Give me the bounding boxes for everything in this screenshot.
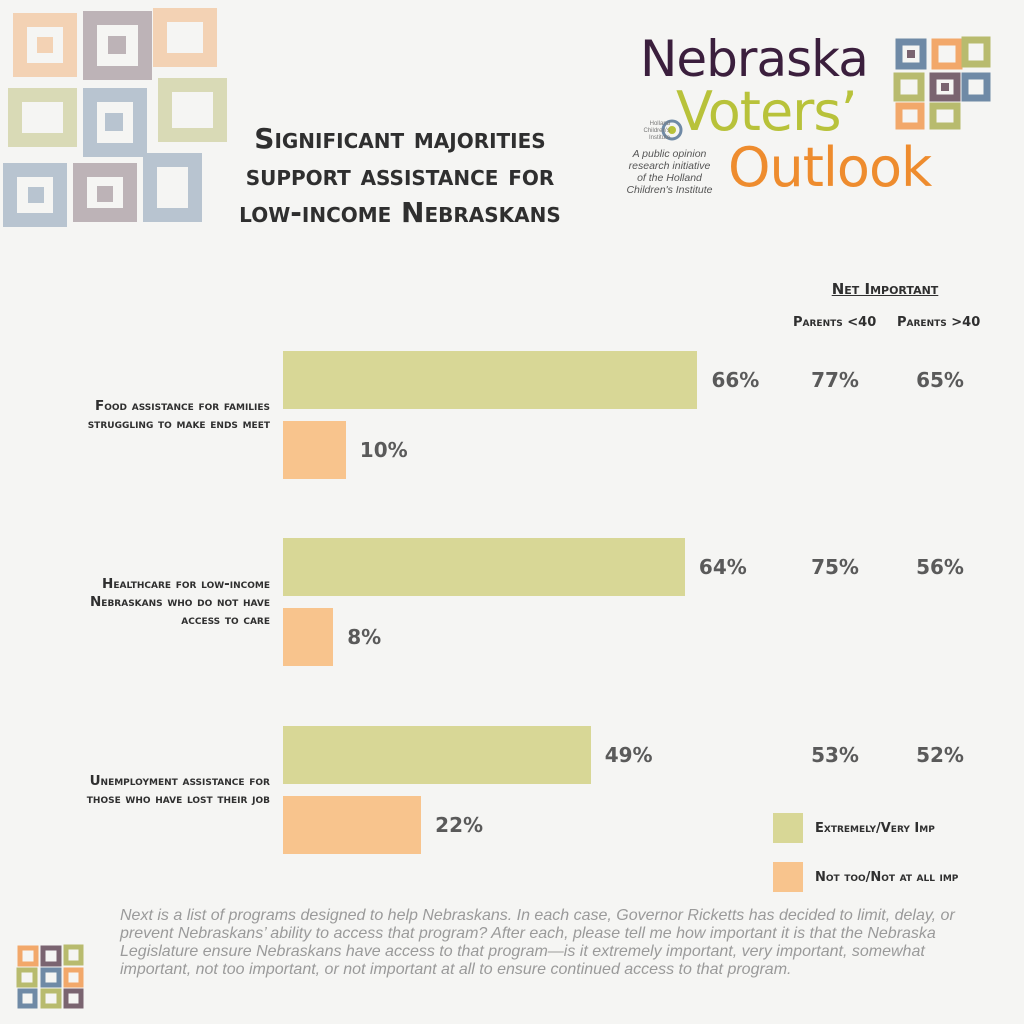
hci-line: Institute <box>648 135 670 141</box>
logo-tagline: A public opinion research initiative of … <box>612 148 727 196</box>
hci-line: Children's <box>643 128 671 134</box>
bar-important <box>283 538 685 596</box>
category-label-line: struggling to make ends meet <box>87 416 270 432</box>
category-label-line: Unemployment assistance for <box>89 773 270 789</box>
title-line: low-income Nebraskans <box>239 196 561 229</box>
legend-label-important: Extremely/Very Imp <box>815 821 935 836</box>
survey-question-footnote: Next is a list of programs designed to h… <box>120 907 955 978</box>
tagline-line: A public opinion <box>632 148 707 160</box>
logo-nebraska: Nebraska <box>640 30 869 88</box>
logo-pattern-icon <box>893 36 991 130</box>
data-label: 8% <box>347 625 382 649</box>
bar-not-important <box>283 608 334 666</box>
data-label: 49% <box>604 743 653 767</box>
bar-not-important <box>283 796 422 854</box>
bar-important <box>283 351 698 409</box>
category-label-line: Healthcare for low-income <box>102 576 270 592</box>
parents-over-40-header: Parents >40 <box>897 315 981 330</box>
net-important-parents-over-40: 56% <box>916 555 964 579</box>
logo-outlook: Outlook <box>728 136 932 199</box>
net-important-parents-under-40: 75% <box>811 555 859 579</box>
category-label: Healthcare for low-income Nebraskans who … <box>30 575 270 629</box>
net-important-parents-over-40: 52% <box>916 743 964 767</box>
decorative-pattern-icon <box>3 8 227 227</box>
data-label: 64% <box>698 555 747 579</box>
category-label-line: Food assistance for families <box>95 398 270 414</box>
bar-not-important <box>283 421 346 479</box>
chart-title: Significant majorities support assistanc… <box>195 120 605 231</box>
legend-swatch-important <box>773 813 803 843</box>
decorative-pattern-small-icon <box>16 944 84 1009</box>
legend-label-not-important: Not too/Not at all imp <box>815 870 959 885</box>
parents-under-40-header: Parents <40 <box>793 315 877 330</box>
category-label: Food assistance for families struggling t… <box>30 397 270 433</box>
legend-swatch-not-important <box>773 862 803 892</box>
title-line: support assistance for <box>245 159 555 192</box>
net-important-parents-under-40: 77% <box>811 368 859 392</box>
data-label: 10% <box>359 438 408 462</box>
category-label: Unemployment assistance for those who hav… <box>30 772 270 808</box>
hci-logo-text: Holland Children's Institute <box>620 121 671 142</box>
category-label-line: Nebraskans who do not have <box>90 594 270 610</box>
category-label-line: access to care <box>181 612 270 628</box>
net-important-header: Net Important <box>831 280 939 298</box>
logo-voters: Voters’ <box>676 80 858 143</box>
hci-logo-icon <box>661 119 683 141</box>
net-important-parents-over-40: 65% <box>916 368 964 392</box>
title-line: Significant majorities <box>254 122 546 155</box>
data-label: 22% <box>435 813 484 837</box>
tagline-line: of the Holland <box>637 172 702 184</box>
net-important-parents-under-40: 53% <box>811 743 859 767</box>
hci-line: Holland <box>649 121 670 127</box>
tagline-line: research initiative <box>628 160 711 172</box>
bar-important <box>283 726 591 784</box>
tagline-line: Children's Institute <box>626 184 713 196</box>
category-label-line: those who have lost their job <box>86 791 270 807</box>
data-label: 66% <box>711 368 760 392</box>
